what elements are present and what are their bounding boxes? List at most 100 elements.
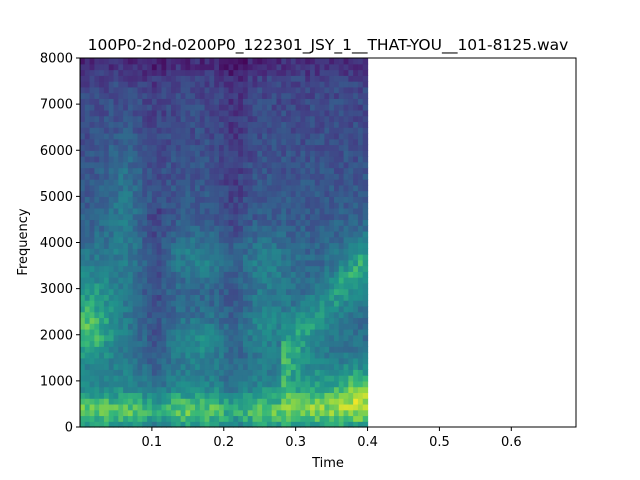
spectrogram-cell — [257, 86, 263, 94]
spectrogram-cell — [84, 150, 91, 157]
spectrogram-cell — [324, 271, 330, 278]
spectrogram-cell — [305, 190, 311, 197]
spectrogram-cell — [247, 104, 254, 111]
spectrogram-cell — [132, 207, 139, 215]
spectrogram-cell — [247, 369, 254, 376]
spectrogram-cell — [84, 138, 91, 146]
spectrogram-cell — [281, 265, 287, 272]
spectrogram-cell — [142, 259, 148, 267]
spectrogram-cell — [204, 352, 210, 359]
spectrogram-cell — [286, 254, 292, 261]
spectrogram-cell — [290, 104, 297, 111]
spectrogram-cell — [262, 58, 268, 65]
spectrogram-cell — [80, 352, 86, 359]
spectrogram-cell — [223, 156, 230, 163]
spectrogram-cell — [310, 248, 316, 255]
spectrogram-cell — [300, 352, 306, 359]
spectrogram-cell — [175, 300, 182, 307]
spectrogram-cell — [118, 236, 124, 244]
spectrogram-cell — [295, 236, 302, 244]
spectrogram-cell — [166, 161, 172, 169]
spectrogram-cell — [300, 415, 306, 422]
spectrogram-cell — [175, 167, 182, 174]
spectrogram-cell — [123, 230, 129, 238]
spectrogram-cell — [147, 271, 153, 278]
spectrogram-cell — [190, 352, 196, 359]
spectrogram-cell — [127, 156, 134, 163]
spectrogram-cell — [166, 219, 172, 226]
spectrogram-cell — [286, 63, 292, 71]
spectrogram-cell — [190, 265, 196, 272]
spectrogram-cell — [161, 392, 167, 399]
spectrogram-cell — [89, 115, 95, 123]
spectrogram-cell — [286, 92, 292, 99]
spectrogram-cell — [166, 415, 172, 422]
spectrogram-cell — [132, 409, 139, 417]
spectrogram-cell — [156, 225, 163, 232]
spectrogram-cell — [80, 179, 86, 186]
spectrogram-cell — [290, 352, 297, 359]
spectrogram-cell — [199, 282, 206, 290]
spectrogram-cell — [281, 69, 287, 76]
spectrogram-cell — [180, 300, 187, 307]
spectrogram-cell — [362, 282, 369, 290]
spectrogram-cell — [123, 363, 129, 370]
spectrogram-cell — [223, 415, 230, 422]
spectrogram-cell — [147, 248, 153, 255]
spectrogram-cell — [238, 69, 244, 76]
spectrogram-cell — [190, 63, 196, 71]
spectrogram-cell — [319, 167, 325, 174]
spectrogram-cell — [271, 127, 278, 134]
spectrogram-cell — [171, 398, 177, 405]
spectrogram-cell — [103, 346, 110, 353]
spectrogram-cell — [286, 75, 292, 82]
y-tick-label: 8000 — [40, 52, 73, 67]
spectrogram-cell — [80, 225, 86, 232]
spectrogram-cell — [271, 58, 278, 65]
spectrogram-cell — [151, 369, 158, 376]
spectrogram-cell — [276, 161, 282, 169]
spectrogram-cell — [137, 144, 143, 151]
spectrogram-cell — [84, 254, 91, 261]
spectrogram-cell — [103, 248, 110, 255]
spectrogram-cell — [190, 300, 196, 307]
spectrogram-cell — [190, 357, 196, 365]
spectrogram-cell — [314, 409, 321, 417]
spectrogram-cell — [295, 311, 302, 319]
spectrogram-cell — [151, 132, 158, 140]
spectrogram-cell — [252, 398, 258, 405]
spectrogram-cell — [266, 190, 273, 197]
spectrogram-cell — [80, 375, 86, 382]
spectrogram-cell — [118, 104, 124, 111]
spectrogram-cell — [89, 190, 95, 197]
spectrogram-cell — [195, 392, 201, 399]
spectrogram-cell — [286, 173, 292, 180]
spectrogram-cell — [185, 271, 191, 278]
spectrogram-cell — [286, 115, 292, 123]
spectrogram-cell — [262, 288, 268, 295]
spectrogram-cell — [276, 375, 282, 382]
spectrogram-cell — [228, 271, 234, 278]
spectrogram-cell — [94, 363, 100, 370]
spectrogram-cell — [166, 69, 172, 76]
spectrogram-cell — [262, 259, 268, 267]
spectrogram-cell — [281, 98, 287, 105]
spectrogram-cell — [190, 173, 196, 180]
spectrogram-cell — [204, 300, 210, 307]
spectrogram-cell — [276, 69, 282, 76]
spectrogram-cell — [338, 150, 345, 157]
spectrogram-cell — [266, 58, 273, 65]
spectrogram-cell — [123, 202, 129, 209]
spectrogram-cell — [348, 409, 354, 417]
spectrogram-cell — [252, 58, 258, 65]
spectrogram-cell — [199, 127, 206, 134]
spectrogram-cell — [214, 156, 220, 163]
spectrogram-cell — [343, 190, 349, 197]
spectrogram-cell — [319, 161, 325, 169]
spectrogram-cell — [171, 352, 177, 359]
spectrogram-cell — [156, 202, 163, 209]
spectrogram-cell — [223, 352, 230, 359]
spectrogram-cell — [84, 219, 91, 226]
spectrogram-cell — [223, 277, 230, 284]
spectrogram-cell — [113, 259, 119, 267]
